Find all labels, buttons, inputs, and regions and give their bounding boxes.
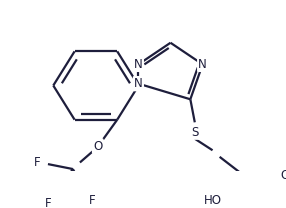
Text: N: N [198, 58, 207, 71]
Text: F: F [89, 194, 96, 207]
Text: N: N [134, 77, 143, 90]
Text: N: N [134, 58, 143, 71]
Text: S: S [191, 126, 198, 139]
Text: O: O [93, 140, 102, 152]
Text: HO: HO [203, 194, 221, 207]
Text: O: O [281, 169, 286, 182]
Text: F: F [34, 156, 41, 169]
Text: F: F [45, 197, 51, 208]
